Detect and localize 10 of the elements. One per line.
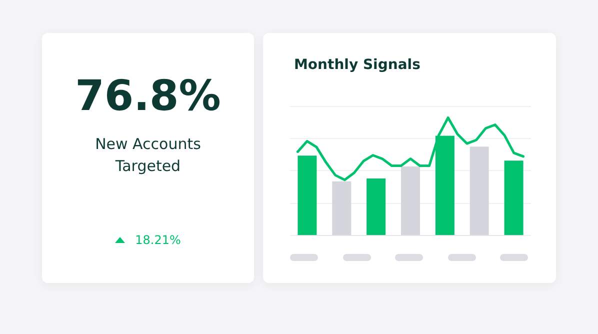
bar bbox=[298, 156, 317, 235]
bar bbox=[470, 146, 489, 235]
text: 76.8% bbox=[74, 71, 222, 120]
bar bbox=[332, 181, 352, 235]
bar bbox=[401, 166, 420, 235]
bar bbox=[366, 178, 386, 235]
bar bbox=[504, 160, 524, 235]
chart-title: Monthly Signals bbox=[294, 57, 420, 73]
text: 18.21% bbox=[135, 233, 181, 247]
text: New Accounts Targeted bbox=[94, 134, 202, 177]
